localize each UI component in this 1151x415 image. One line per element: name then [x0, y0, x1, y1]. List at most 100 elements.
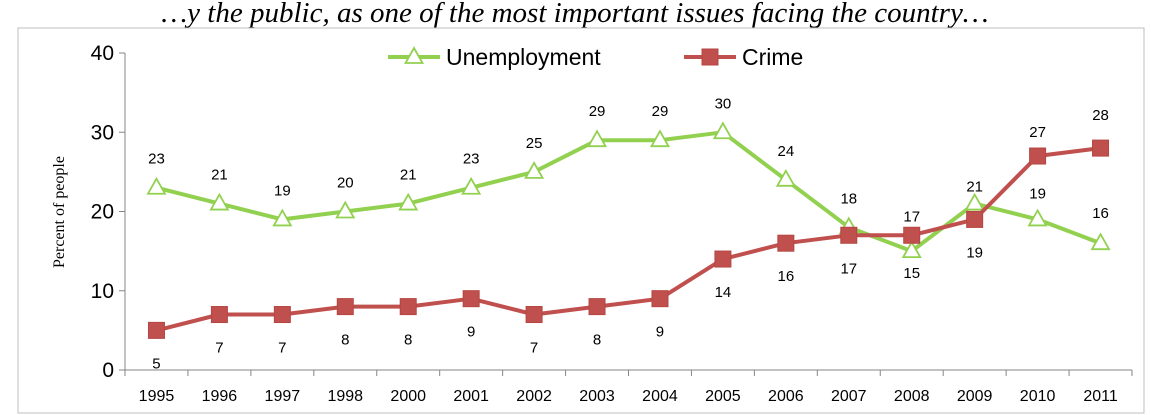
data-label: 16 [778, 268, 795, 285]
data-label: 8 [341, 332, 349, 349]
data-point [649, 129, 671, 148]
data-label: 8 [404, 332, 412, 349]
data-point [964, 192, 985, 211]
data-point [775, 168, 796, 187]
data-label: 23 [463, 151, 480, 168]
x-tick-label: 2007 [831, 388, 867, 405]
data-point [336, 298, 354, 316]
x-tick-label: 2001 [453, 388, 489, 405]
series-crime [147, 139, 1110, 339]
data-point [1029, 147, 1047, 165]
data-labels: 23 21 19 20 21 23 25 29 29 30 24 18 15 21 19 16 5 7 7 8 8 9 7 8… [148, 95, 1109, 372]
plot-border [17, 27, 1145, 414]
x-tick-label: 2002 [516, 388, 552, 405]
data-point [901, 240, 922, 259]
data-label: 27 [1029, 124, 1046, 141]
data-point [524, 161, 545, 179]
x-tick-label: 2000 [390, 388, 426, 405]
data-point [210, 306, 228, 324]
data-label: 28 [1092, 107, 1109, 124]
x-tick-label: 1995 [139, 388, 175, 405]
data-label: 5 [152, 355, 160, 372]
data-label: 16 [1092, 205, 1109, 222]
series-unemployment [146, 121, 1111, 259]
data-point [399, 298, 417, 316]
data-point [840, 226, 858, 244]
x-tick-label: 1997 [265, 388, 301, 405]
data-point [398, 192, 419, 211]
data-point [966, 210, 984, 228]
series-line [156, 146, 1101, 333]
x-tick-label: 2010 [1020, 388, 1056, 405]
x-tick-label: 1996 [202, 388, 238, 405]
y-axis-label: Percent of people [51, 156, 68, 268]
legend-marker [701, 48, 719, 66]
y-tick-label: 40 [91, 42, 114, 65]
data-point [525, 306, 543, 324]
data-label: 25 [526, 135, 543, 152]
data-label: 29 [652, 103, 669, 120]
data-point [1090, 232, 1111, 251]
data-label: 15 [903, 265, 920, 282]
data-label: 21 [400, 167, 417, 184]
data-label: 19 [1029, 185, 1046, 202]
data-point [714, 250, 732, 268]
legend-item-crime: Crime [684, 44, 803, 70]
x-tick-label: 2004 [642, 388, 678, 405]
y-tick-label: 10 [91, 280, 114, 303]
data-point [777, 234, 795, 252]
x-tick-label: 2009 [957, 388, 993, 405]
data-label: 20 [337, 175, 354, 192]
x-tick-label: 1998 [327, 388, 363, 405]
data-point [273, 306, 291, 324]
data-point [712, 121, 733, 140]
data-label: 19 [274, 182, 291, 199]
series-line [156, 130, 1102, 254]
x-tick-label: 2003 [579, 388, 615, 405]
data-point [588, 298, 606, 316]
data-point [146, 176, 167, 195]
y-tick-label: 0 [102, 359, 114, 382]
data-label: 21 [211, 167, 228, 184]
data-point [1027, 208, 1048, 227]
legend-label: Crime [742, 44, 803, 70]
data-label: 7 [278, 340, 286, 357]
x-tick-label: 2005 [705, 388, 741, 405]
data-label: 9 [656, 324, 664, 341]
data-point [903, 226, 921, 244]
data-label: 17 [840, 260, 857, 277]
data-label: 24 [778, 143, 795, 160]
data-point [586, 129, 608, 148]
data-label: 14 [715, 284, 732, 301]
series-layer [146, 121, 1111, 339]
legend-item-unemployment: Unemployment [388, 44, 601, 70]
x-tick-label: 2011 [1083, 388, 1118, 405]
legend-label: Unemployment [446, 44, 601, 70]
chart-title: …y the public, as one of the most import… [161, 0, 988, 29]
data-label: 21 [966, 179, 983, 196]
data-point [147, 321, 165, 339]
y-tick-label: 30 [91, 121, 114, 144]
data-label: 29 [589, 103, 606, 120]
data-label: 23 [148, 151, 165, 168]
data-label: 30 [715, 95, 732, 112]
data-label: 7 [215, 340, 223, 357]
data-point [335, 200, 356, 219]
y-tick-label: 20 [91, 201, 114, 224]
data-point [461, 176, 482, 195]
data-label: 17 [903, 208, 920, 225]
data-label: 7 [530, 340, 538, 357]
legend: Unemployment Crime [388, 44, 803, 70]
data-point [209, 192, 230, 211]
data-point [462, 290, 480, 308]
data-label: 9 [467, 324, 475, 341]
legend-marker [403, 46, 425, 64]
data-label: 19 [966, 244, 983, 261]
data-point [272, 208, 293, 227]
data-point [651, 290, 669, 308]
x-tick-label: 2006 [768, 388, 804, 405]
data-label: 18 [840, 190, 857, 207]
x-tick-label: 2008 [894, 388, 930, 405]
